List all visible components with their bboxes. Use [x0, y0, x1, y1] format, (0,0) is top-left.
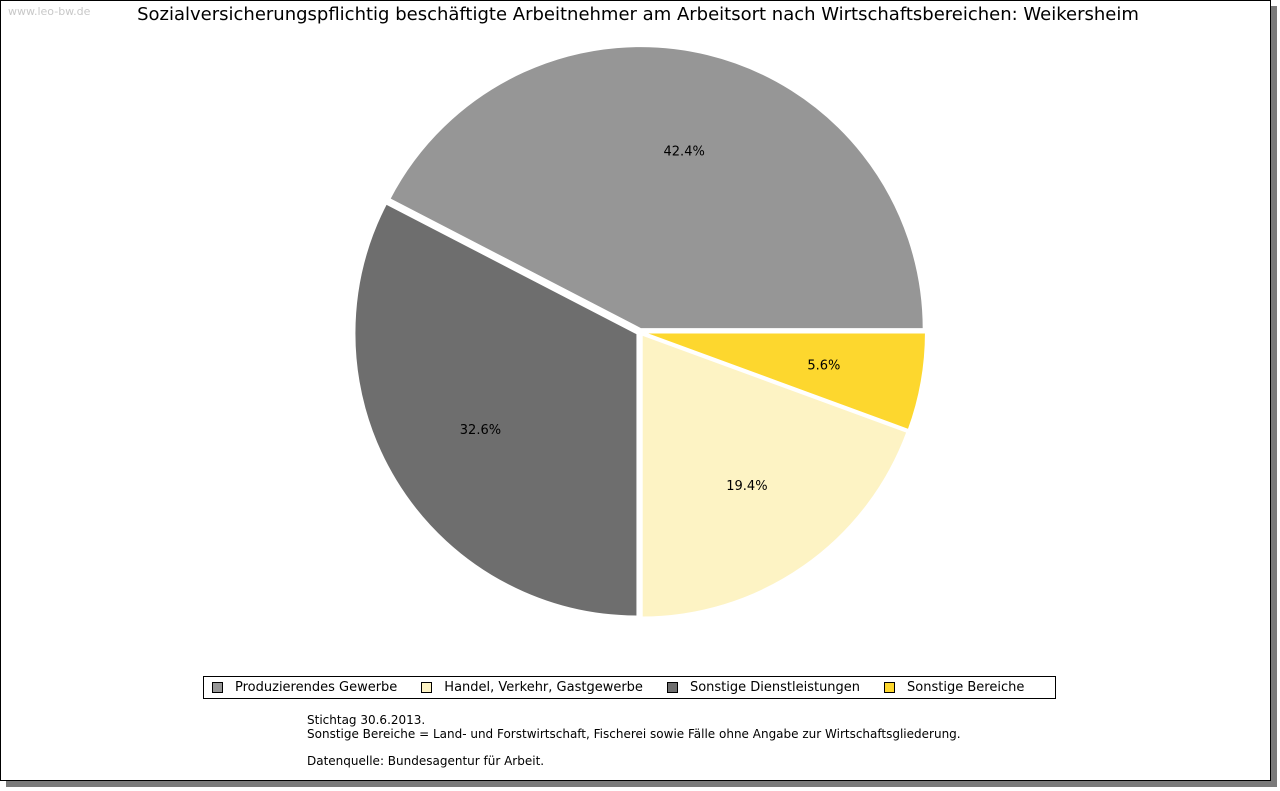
- note-source: Datenquelle: Bundesagentur für Arbeit.: [307, 754, 545, 768]
- legend-swatch: [421, 682, 433, 693]
- legend-swatch: [884, 682, 896, 693]
- chart-title: Sozialversicherungspflichtig beschäftigt…: [137, 4, 1139, 25]
- legend-item: Produzierendes Gewerbe: [212, 680, 397, 695]
- slice-label-1: 32.6%: [460, 423, 501, 438]
- legend-item: Handel, Verkehr, Gastgewerbe: [421, 680, 643, 695]
- watermark: www.leo-bw.de: [8, 5, 91, 18]
- legend-item: Sonstige Dienstleistungen: [666, 680, 861, 695]
- legend-label: Sonstige Bereiche: [907, 680, 1025, 695]
- pie-slice-0: [388, 45, 925, 331]
- legend-swatch: [666, 682, 678, 693]
- slice-label-0: 42.4%: [664, 145, 705, 160]
- legend-label: Handel, Verkehr, Gastgewerbe: [444, 680, 643, 695]
- pie-slice-3: [642, 331, 927, 432]
- legend-item: Sonstige Bereiche: [884, 680, 1024, 695]
- legend-swatch: [212, 682, 223, 693]
- legend-label: Produzierendes Gewerbe: [235, 680, 398, 695]
- slice-label-3: 5.6%: [807, 359, 840, 374]
- note-reference-date: Stichtag 30.6.2013.: [307, 713, 426, 727]
- pie-slice-1: [353, 202, 639, 618]
- legend-label: Sonstige Dienstleistungen: [689, 680, 861, 695]
- legend: Produzierendes Gewerbe Handel, Verkehr, G…: [203, 676, 1056, 699]
- pie-slice-2: [640, 333, 909, 619]
- slice-label-2: 19.4%: [726, 479, 767, 494]
- note-definition: Sonstige Bereiche = Land- und Forstwirts…: [307, 727, 961, 741]
- pie-chart: 42.4% 32.6% 19.4% 5.6%: [353, 45, 927, 619]
- chart-notes: Stichtag 30.6.2013. Sonstige Bereiche = …: [307, 713, 961, 768]
